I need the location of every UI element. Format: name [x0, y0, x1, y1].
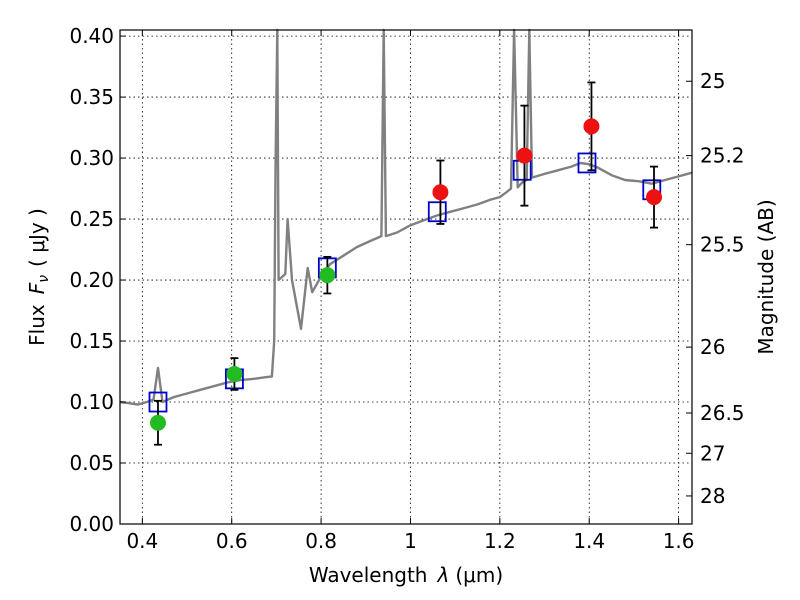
y-tick-label: 0.10: [69, 390, 114, 414]
x-tick-label: 1.6: [663, 529, 695, 553]
observed-point: [226, 365, 243, 382]
y2-tick-label: 27: [700, 441, 725, 465]
y-tick-label: 0.35: [69, 85, 114, 109]
y2-tick-label: 26.5: [700, 401, 745, 425]
marker-layer: [148, 81, 663, 446]
y-tick-label: 0.30: [69, 146, 114, 170]
observed-point: [432, 184, 449, 201]
y-tick-label: 0.00: [69, 512, 114, 536]
y-axis-label: FluxFν( μJy ): [25, 208, 52, 346]
y2-tick-label: 26: [700, 335, 725, 359]
y-tick-label: 0.40: [69, 24, 114, 48]
observed-point: [319, 267, 336, 284]
x-tick-label: 0.8: [305, 529, 337, 553]
y-tick-label: 0.20: [69, 268, 114, 292]
x-tick-label: 1.4: [573, 529, 605, 553]
y2-tick-label: 28: [700, 484, 725, 508]
model-square-marker: [427, 201, 447, 223]
observed-point: [583, 118, 600, 135]
y2-tick-label: 25.5: [700, 233, 745, 257]
observed-point: [516, 147, 533, 164]
x-tick-label: 0.4: [126, 529, 158, 553]
x-tick-label: 0.6: [216, 529, 248, 553]
observed-point: [149, 414, 166, 431]
y2-tick-label: 25.2: [700, 144, 745, 168]
sed-line: [119, 28, 693, 406]
tick-layer: 0.4 0.6 0.8 1 1.2 1.4 1.6 0.00 0.05 0.10 0.15 0.20 0…: [69, 24, 744, 553]
x-tick-label: 1: [404, 529, 417, 553]
model-square-marker: [577, 152, 597, 174]
y2-tick-label: 25: [700, 69, 725, 93]
y-tick-label: 0.25: [69, 207, 114, 231]
x-axis-label: Wavelength λ (μm): [309, 563, 503, 587]
x-tick-label: 1.2: [484, 529, 516, 553]
series-layer: [119, 28, 693, 406]
y-tick-label: 0.05: [69, 451, 114, 475]
grid: [120, 30, 692, 525]
observed-point: [646, 189, 663, 206]
y-tick-label: 0.15: [69, 329, 114, 353]
y2-axis-label: Magnitude (AB): [754, 199, 778, 354]
plot-frame: [119, 29, 693, 525]
